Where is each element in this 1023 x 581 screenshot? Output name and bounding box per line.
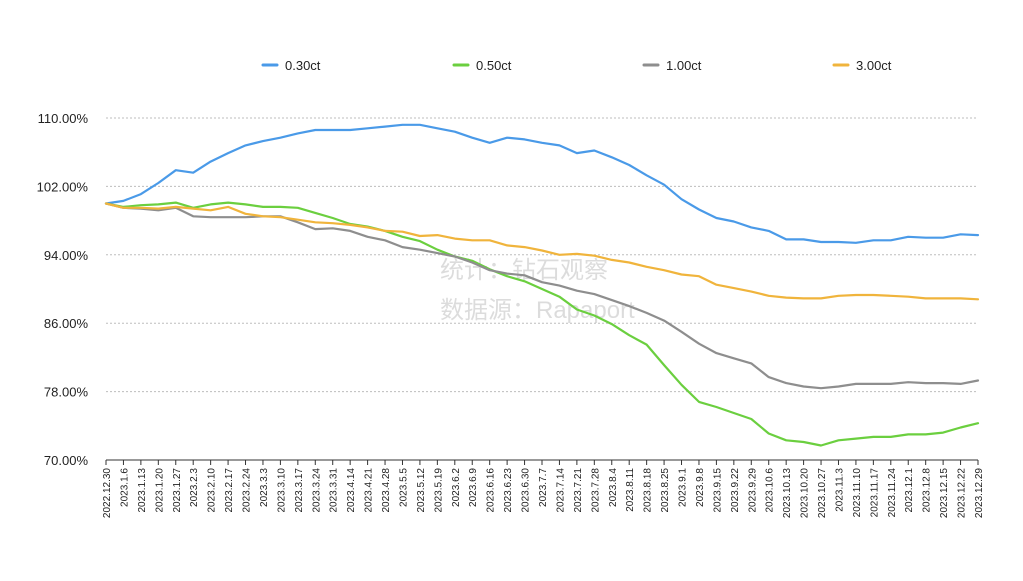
series-line-0.30ct [104, 123, 980, 244]
x-tick-label: 2023.10.13 [782, 468, 793, 518]
x-tick-label: 2023.2.10 [207, 468, 218, 513]
x-tick-label: 2023.8.4 [608, 468, 619, 507]
x-tick-label: 2023.9.1 [678, 468, 689, 507]
legend-label: 0.50ct [476, 58, 512, 73]
x-axis: 2022.12.30 2023.1.6 2023.1.13 2023.1.20 2023… [102, 460, 985, 518]
x-tick-label: 2023.6.9 [468, 468, 479, 507]
x-tick-label: 2023.1.13 [137, 468, 148, 513]
x-tick-label: 2023.2.3 [189, 468, 200, 507]
x-tick-label: 2023.6.2 [451, 468, 462, 507]
x-tick-label: 2023.11.10 [852, 468, 863, 518]
x-tick-label: 2023.1.27 [172, 468, 183, 513]
watermark: 统计：钻石观察 数据源：Rapaport [440, 257, 635, 324]
x-tick-label: 2023.5.19 [433, 468, 444, 513]
x-tick-label: 2023.12.22 [957, 468, 968, 518]
x-tick-label: 2023.12.8 [922, 468, 933, 513]
legend-label: 3.00ct [856, 58, 892, 73]
x-tick-label: 2023.7.14 [555, 468, 566, 513]
x-tick-label: 2023.7.7 [538, 468, 549, 507]
x-tick-label: 2023.11.17 [869, 468, 880, 518]
x-tick-label: 2023.10.20 [800, 468, 811, 518]
series-line-1.00ct [104, 202, 980, 390]
y-axis: 70.00% 78.00% 86.00% 94.00% 102.00% 110.00% [37, 111, 89, 468]
x-tick-label: 2023.4.21 [364, 468, 375, 513]
x-tick-label: 2023.5.5 [398, 468, 409, 507]
series-lines [104, 123, 980, 447]
x-tick-label: 2023.2.17 [224, 468, 235, 513]
x-tick-label: 2022.12.30 [102, 468, 113, 518]
x-tick-label: 2023.9.22 [730, 468, 741, 513]
legend: 0.30ct 0.50ct 1.00ct 3.00ct [261, 58, 892, 73]
legend-label: 0.30ct [285, 58, 321, 73]
x-tick-label: 2023.3.24 [311, 468, 322, 513]
x-tick-label: 2023.12.15 [939, 468, 950, 518]
series-line-3.00ct [104, 202, 980, 301]
x-tick-label: 2023.10.27 [817, 468, 828, 518]
x-tick-label: 2023.11.3 [834, 468, 845, 512]
x-tick-label: 2023.3.31 [329, 468, 340, 513]
x-tick-label: 2023.11.24 [887, 468, 898, 518]
y-tick-label: 78.00% [44, 385, 89, 400]
x-tick-label: 2023.7.28 [590, 468, 601, 513]
x-tick-label: 2023.8.11 [625, 468, 636, 512]
x-tick-label: 2023.7.21 [573, 468, 584, 513]
y-tick-label: 102.00% [37, 179, 89, 194]
x-tick-label: 2023.3.17 [294, 468, 305, 513]
x-tick-label: 2023.9.29 [747, 468, 758, 513]
x-tick-label: 2023.1.20 [154, 468, 165, 513]
legend-label: 1.00ct [666, 58, 702, 73]
x-tick-label: 2023.8.25 [660, 468, 671, 513]
series-line-0.50ct [104, 201, 980, 447]
y-tick-label: 86.00% [44, 316, 89, 331]
x-tick-label: 2023.4.14 [346, 468, 357, 513]
x-tick-label: 2023.3.3 [259, 468, 270, 507]
x-tick-label: 2023.9.8 [695, 468, 706, 507]
x-tick-label: 2023.6.23 [503, 468, 514, 513]
x-tick-label: 2023.12.29 [974, 468, 985, 518]
x-tick-label: 2023.6.16 [486, 468, 497, 513]
x-tick-label: 2023.5.12 [416, 468, 427, 513]
y-tick-label: 70.00% [44, 453, 89, 468]
x-tick-label: 2023.8.18 [643, 468, 654, 513]
x-tick-label: 2023.2.24 [242, 468, 253, 513]
x-tick-label: 2023.9.15 [712, 468, 723, 513]
x-tick-label: 2023.4.28 [381, 468, 392, 513]
x-tick-label: 2023.1.6 [119, 468, 130, 507]
y-tick-label: 94.00% [44, 248, 89, 263]
x-tick-label: 2023.10.6 [765, 468, 776, 513]
x-tick-label: 2023.3.10 [276, 468, 287, 513]
y-tick-label: 110.00% [38, 111, 89, 126]
x-tick-label: 2023.12.1 [904, 468, 915, 513]
x-tick-label: 2023.6.30 [521, 468, 532, 513]
